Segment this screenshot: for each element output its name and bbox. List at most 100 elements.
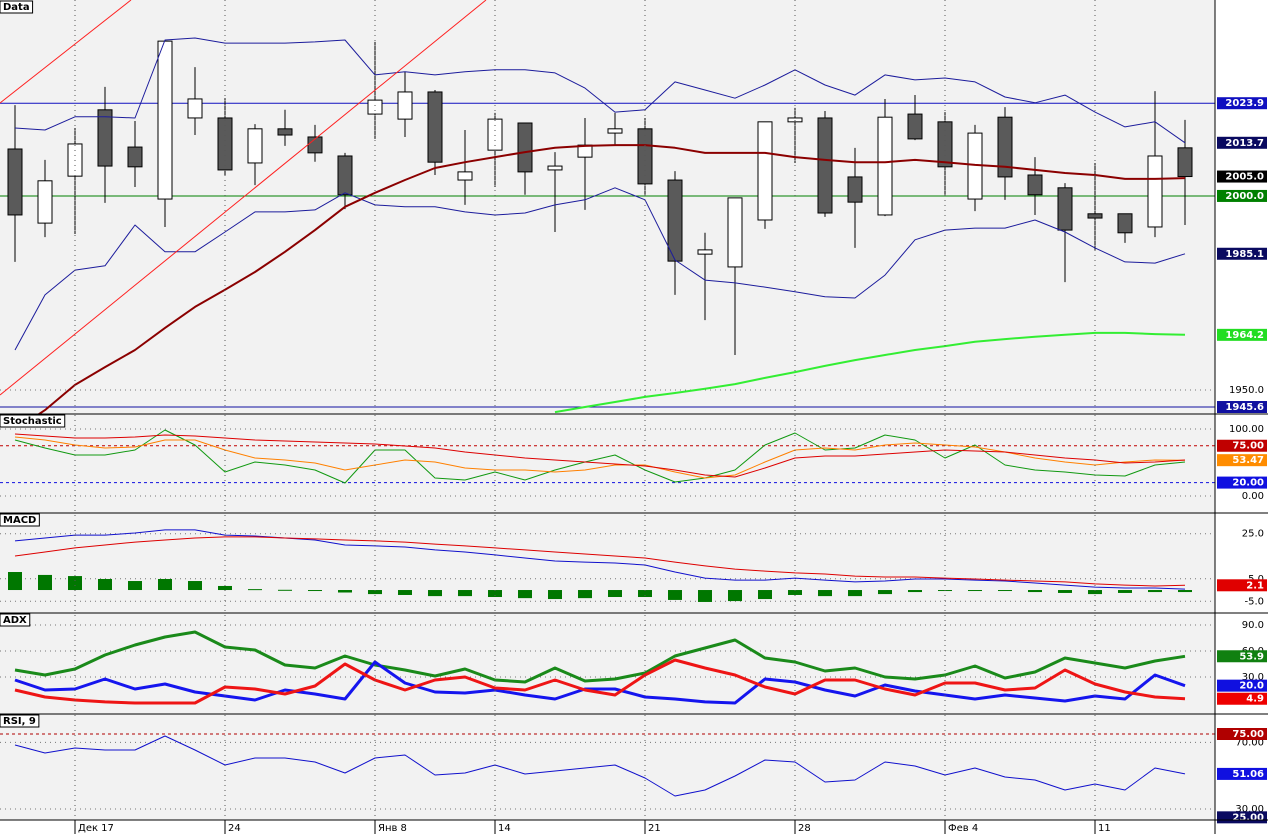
histogram-bar xyxy=(518,590,532,599)
histogram-bar xyxy=(218,585,232,591)
value-box-label: 75.00 xyxy=(1232,441,1264,452)
histogram-bar xyxy=(368,590,382,595)
panel-title-box xyxy=(0,0,34,14)
histogram-bar xyxy=(128,581,142,591)
histogram-bar xyxy=(908,590,922,593)
x-tick-label: 11 xyxy=(1098,823,1111,834)
indicator-line xyxy=(14,187,1186,351)
indicator-line xyxy=(37,144,1186,414)
indicator-line xyxy=(554,331,1186,414)
candle-body xyxy=(97,109,113,167)
value-box-label: 2013.7 xyxy=(1225,138,1264,149)
value-box xyxy=(1217,189,1267,202)
histogram-bar xyxy=(158,578,172,591)
indicator-line xyxy=(14,630,1186,684)
value-box xyxy=(1217,679,1267,692)
candle-body xyxy=(697,249,713,255)
indicator-line xyxy=(14,436,1186,479)
value-box-label: 51.06 xyxy=(1232,769,1264,780)
value-box xyxy=(1217,728,1267,740)
candle-body xyxy=(367,99,383,115)
x-tick-label: Дек 17 xyxy=(78,823,114,834)
panel xyxy=(0,624,1215,705)
value-box-label: 25.00 xyxy=(1232,812,1264,823)
candle-body xyxy=(877,116,893,216)
x-tick-label: Фев 4 xyxy=(948,823,978,834)
candle-body xyxy=(817,117,833,214)
histogram-bar xyxy=(338,590,352,593)
value-box-label: 53.47 xyxy=(1232,455,1264,466)
indicator-line xyxy=(14,433,1186,478)
histogram-bar xyxy=(788,590,802,595)
candle-body xyxy=(757,121,773,221)
value-box xyxy=(1217,476,1267,489)
histogram-bar xyxy=(98,578,112,591)
histogram-bar xyxy=(818,590,832,597)
candle-body xyxy=(847,176,863,203)
panel-title-box xyxy=(0,414,66,428)
histogram-bar xyxy=(1088,590,1102,595)
panel xyxy=(0,733,1215,810)
value-box xyxy=(1217,170,1267,183)
candle-body xyxy=(1057,187,1073,231)
histogram-bar xyxy=(968,590,982,592)
candle-body xyxy=(7,148,23,216)
value-box-label: 2005.0 xyxy=(1225,172,1264,183)
value-box-label: 1945.6 xyxy=(1225,402,1264,413)
value-box xyxy=(1217,328,1267,341)
candle-body xyxy=(937,121,953,168)
value-box xyxy=(1217,439,1267,452)
y-tick-label: 0.00 xyxy=(1242,491,1264,502)
candle-body xyxy=(127,146,143,168)
candle-body xyxy=(337,155,353,196)
candle-body xyxy=(637,128,653,185)
x-tick-label: 21 xyxy=(648,823,661,834)
y-tick-label: 70.00 xyxy=(1235,737,1264,748)
candle-body xyxy=(457,171,473,181)
y-tick-label: 1950.0 xyxy=(1229,385,1264,396)
candle-body xyxy=(1177,147,1193,178)
x-tick-label: 28 xyxy=(798,823,811,834)
indicator-line xyxy=(14,658,1186,705)
candle-body xyxy=(247,128,263,164)
panel-title: Stochastic xyxy=(3,416,62,427)
panel-title-box xyxy=(0,613,31,627)
x-tick-label: 24 xyxy=(228,823,241,834)
value-box xyxy=(1217,767,1267,780)
panel xyxy=(0,37,1215,414)
value-box xyxy=(1217,401,1267,414)
histogram-bar xyxy=(998,590,1012,592)
value-box-label: 1985.1 xyxy=(1225,249,1264,260)
value-box xyxy=(1217,454,1267,467)
histogram-bar xyxy=(1058,590,1072,593)
y-tick-label: 25.0 xyxy=(1242,529,1264,540)
indicator-line xyxy=(14,529,1186,590)
histogram-bar xyxy=(1178,590,1192,593)
indicator-line xyxy=(14,735,1186,797)
histogram-bar xyxy=(638,590,652,598)
trend-lines xyxy=(0,0,487,396)
histogram-bar xyxy=(1148,590,1162,593)
y-tick-label: -5.0 xyxy=(1244,596,1264,607)
histogram-bar xyxy=(548,590,562,600)
histogram-bar xyxy=(68,576,82,591)
value-box xyxy=(1217,579,1267,592)
panel-title: Data xyxy=(3,2,30,13)
candle-body xyxy=(997,116,1013,178)
candle-body xyxy=(1027,174,1043,196)
panel-title: RSI, 9 xyxy=(3,716,36,727)
histogram-bar xyxy=(608,590,622,598)
panel-title: ADX xyxy=(3,615,27,626)
histogram-bar xyxy=(398,590,412,595)
histogram-bar xyxy=(8,572,22,591)
y-tick-label: 5.0 xyxy=(1248,574,1264,585)
value-box xyxy=(1217,650,1267,663)
candle-body xyxy=(607,128,623,134)
candle-body xyxy=(217,117,233,171)
candle-body xyxy=(907,113,923,140)
value-box xyxy=(1217,247,1267,260)
panel xyxy=(0,529,1215,602)
x-tick-label: Янв 8 xyxy=(378,823,407,834)
candle-body xyxy=(547,165,563,171)
